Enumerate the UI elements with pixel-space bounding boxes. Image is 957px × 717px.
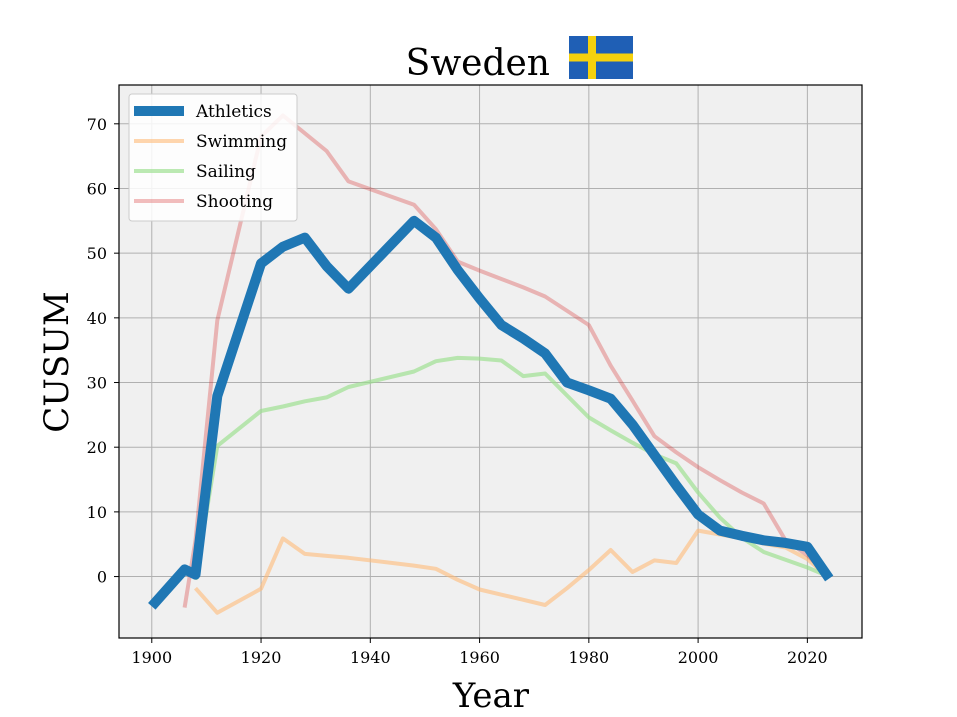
y-axis-label: CUSUM [37,291,77,432]
y-tick-label: 50 [87,244,107,263]
y-tick-label: 10 [87,503,107,522]
x-tick-label: 1980 [568,648,609,667]
x-tick-label: 2020 [787,648,828,667]
x-axis-label: Year [452,676,530,716]
plot-frame [118,84,863,639]
y-tick-label: 30 [87,374,107,393]
x-axis-ticks: 1900 1920 1940 1960 1980 2000 2020 [131,638,828,667]
y-tick-label: 20 [87,438,107,457]
legend-label-sailing: Sailing [196,162,256,182]
chart-title: Sweden [406,43,550,84]
legend-label-swimming: Swimming [196,132,287,152]
y-tick-label: 0 [97,568,107,587]
y-tick-label: 60 [87,179,107,198]
x-tick-label: 2000 [678,648,719,667]
sweden-flag-icon [569,36,633,79]
x-tick-label: 1900 [131,648,172,667]
x-tick-label: 1920 [241,648,282,667]
x-tick-label: 1940 [350,648,391,667]
legend-label-shooting: Shooting [196,192,273,212]
legend-label-athletics: Athletics [195,102,272,122]
series-line-athletics [148,215,834,610]
x-tick-label: 1960 [459,648,500,667]
chart-title-group: Sweden [406,36,633,84]
flag-cross-horizontal [569,53,633,62]
y-tick-label: 70 [87,115,107,134]
legend-box [128,93,298,222]
y-axis-ticks: 0 10 20 30 40 50 60 70 [87,115,119,587]
legend: Athletics Swimming Sailing Shooting [128,93,298,222]
y-tick-label: 40 [87,309,107,328]
